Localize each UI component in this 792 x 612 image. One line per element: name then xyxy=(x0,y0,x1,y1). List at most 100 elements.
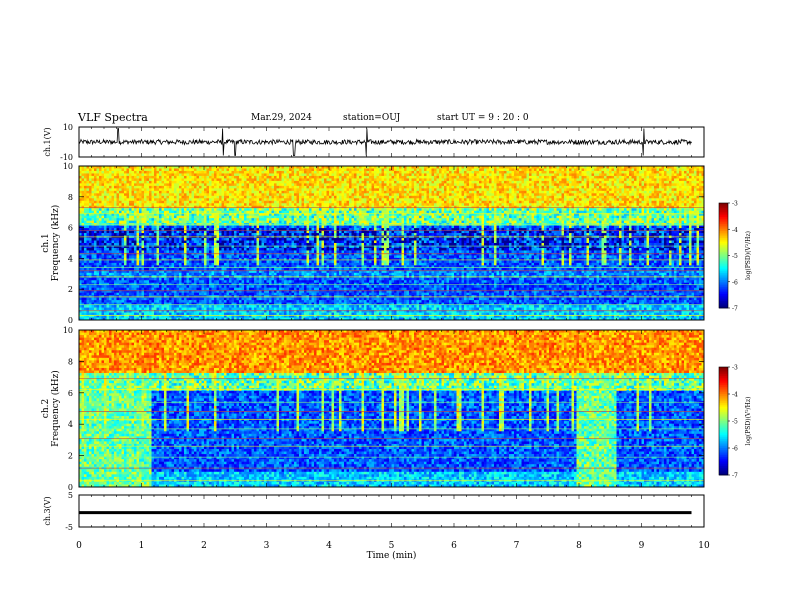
spectrogram-cell xyxy=(399,180,402,184)
spectrogram-cell xyxy=(471,190,475,194)
spectrogram-cell xyxy=(151,205,155,209)
spectrogram-cell xyxy=(271,203,275,207)
spectrogram-cell xyxy=(616,178,620,182)
spectrogram-cell xyxy=(244,180,247,184)
spectrogram-cell xyxy=(371,180,375,184)
spectrogram-cell xyxy=(254,213,257,216)
spectrogram-cell xyxy=(94,175,97,179)
spectrogram-cell xyxy=(689,190,692,194)
spectrogram-cell xyxy=(384,198,387,202)
spectrogram-cell xyxy=(369,195,372,199)
spectrogram-cell xyxy=(681,183,685,187)
spectrogram-cell xyxy=(274,180,277,184)
spectrogram-cell xyxy=(166,166,170,169)
spectrogram-cell xyxy=(86,208,90,212)
spectrogram-cell xyxy=(104,185,107,189)
spectrogram-cell xyxy=(679,188,682,192)
spectrogram-cell xyxy=(594,183,597,187)
spectrogram-cell xyxy=(569,175,572,179)
spectrogram-cell xyxy=(116,205,120,209)
spectrogram-cell xyxy=(149,178,152,182)
spectrogram-cell xyxy=(226,190,230,194)
spectrogram-cell xyxy=(256,205,260,209)
spectrogram-cell xyxy=(339,213,342,216)
spectrogram-cell xyxy=(594,200,597,204)
spectrogram-cell xyxy=(94,205,97,209)
spectrogram-cell xyxy=(689,180,692,184)
spectrogram-cell xyxy=(331,173,335,177)
spectrogram-cell xyxy=(126,195,130,199)
spectrogram-cell xyxy=(106,170,110,174)
spectrogram-cell xyxy=(219,170,222,174)
spectrogram-cell xyxy=(289,203,292,207)
spectrogram-cell xyxy=(596,203,600,207)
spectrogram-cell xyxy=(404,205,407,209)
spectrogram-cell xyxy=(191,188,195,192)
spectrogram-cell xyxy=(189,203,192,207)
spectrogram-cell xyxy=(646,180,650,184)
spectrogram-cell xyxy=(189,185,192,189)
spectrogram-cell xyxy=(194,188,197,192)
spectrogram-cell xyxy=(154,213,157,216)
spectrogram-cell xyxy=(226,188,230,192)
spectrogram-cell xyxy=(231,193,235,197)
spectrogram-cell xyxy=(306,198,310,202)
spectrogram-cell xyxy=(614,205,617,209)
spectrogram-cell xyxy=(334,183,337,187)
spectrogram-cell xyxy=(434,208,437,212)
spectrogram-cell xyxy=(231,166,235,169)
spectrogram-cell xyxy=(114,166,117,169)
spectrogram-cell xyxy=(366,213,370,216)
spectrogram-cell xyxy=(534,198,537,202)
spectrogram-cell xyxy=(561,210,565,214)
spectrogram-cell xyxy=(524,208,527,212)
spectrogram-cell xyxy=(406,213,410,216)
spectrogram-cell xyxy=(441,203,445,207)
spectrogram-cell xyxy=(524,178,527,182)
spectrogram-cell xyxy=(214,208,217,212)
spectrogram-cell xyxy=(639,168,642,172)
spectrogram-cell xyxy=(394,173,397,177)
spectrogram-cell xyxy=(199,190,202,194)
spectrogram-cell xyxy=(289,190,292,194)
spectrogram-cell xyxy=(361,208,365,212)
spectrogram-cell xyxy=(394,175,397,179)
spectrogram-cell xyxy=(426,175,430,179)
spectrogram-cell xyxy=(381,193,385,197)
spectrogram-cell xyxy=(369,178,372,182)
spectrogram-cell xyxy=(336,175,340,179)
spectrogram-cell xyxy=(424,190,427,194)
spectrogram-cell xyxy=(211,188,215,192)
spectrogram-cell xyxy=(234,195,237,199)
spectrogram-cell xyxy=(656,183,660,187)
spectrogram-cell xyxy=(649,168,652,172)
spectrogram-cell xyxy=(491,166,495,169)
spectrogram-cell xyxy=(576,208,580,212)
spectrogram-cell xyxy=(436,180,440,184)
spectrogram-cell xyxy=(139,205,142,209)
spectrogram-cell xyxy=(701,200,705,204)
spectrogram-cell xyxy=(396,180,400,184)
spectrogram-cell xyxy=(164,170,167,174)
spectrogram-cell xyxy=(614,180,617,184)
spectrogram-cell xyxy=(551,190,555,194)
spectrogram-cell xyxy=(111,190,115,194)
spectrogram-cell xyxy=(426,210,430,214)
spectrogram-cell xyxy=(111,213,115,216)
spectrogram-cell xyxy=(246,190,250,194)
spectrogram-cell xyxy=(504,166,507,169)
spectrogram-cell xyxy=(659,183,662,187)
spectrogram-cell xyxy=(614,188,617,192)
spectrogram-cell xyxy=(491,198,495,202)
spectrogram-cell xyxy=(389,208,392,212)
spectrogram-cell xyxy=(419,198,422,202)
spectrogram-cell xyxy=(519,190,522,194)
spectrogram-cell xyxy=(396,190,400,194)
spectrogram-cell xyxy=(194,180,197,184)
spectrogram-cell xyxy=(449,188,452,192)
spectrogram-cell xyxy=(126,210,130,214)
spectrogram-cell xyxy=(426,183,430,187)
spectrogram-cell xyxy=(616,195,620,199)
spectrogram-cell xyxy=(91,193,95,197)
